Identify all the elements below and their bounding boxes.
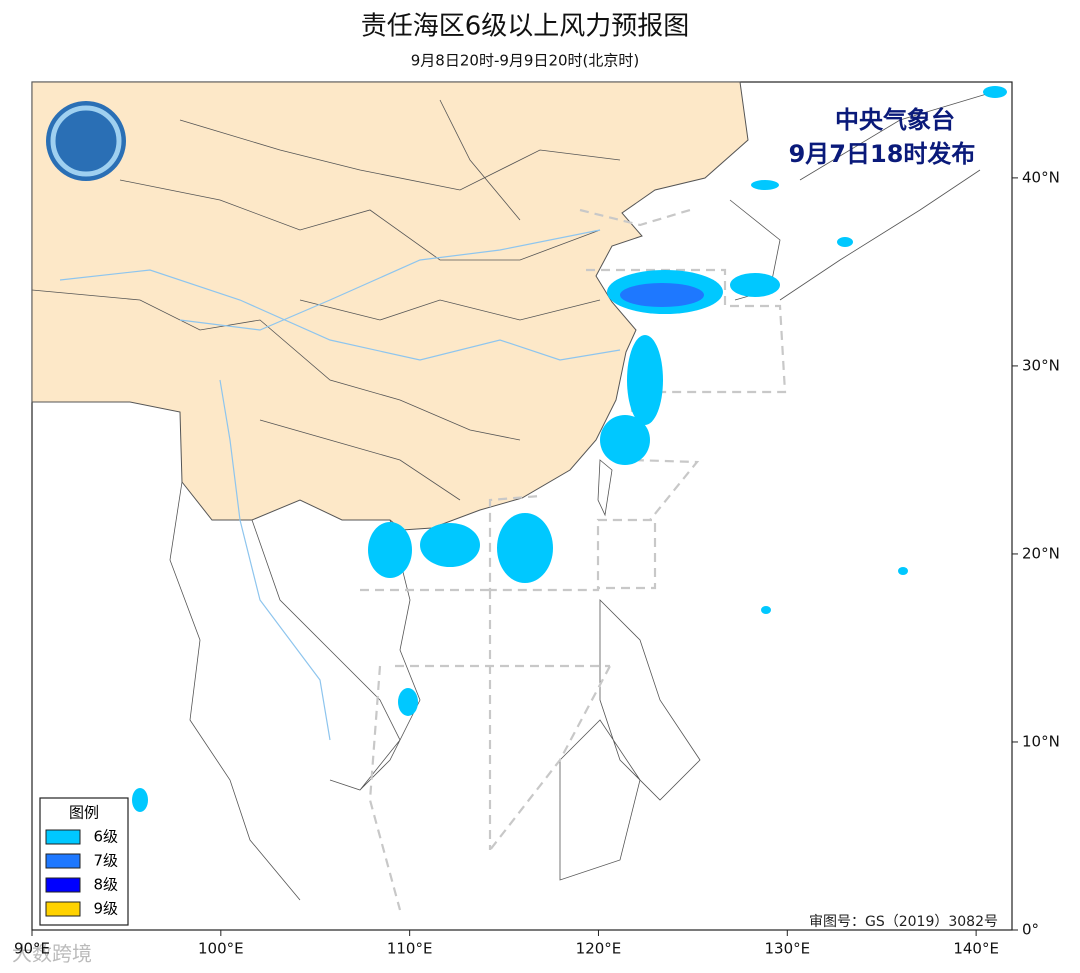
wind-area — [761, 606, 771, 614]
legend-label: 8级 — [93, 876, 118, 894]
x-tick-label: 130°E — [764, 940, 810, 958]
wind-area — [898, 567, 908, 575]
issue-time: 9月7日18时发布 — [789, 140, 976, 168]
wind-areas — [132, 86, 1007, 812]
legend-swatch — [45, 901, 81, 917]
x-tick-label: 110°E — [387, 940, 433, 958]
issuer: 中央气象台 — [835, 106, 955, 134]
wind-area — [398, 688, 418, 716]
y-tick-label: 0° — [1022, 921, 1039, 939]
x-tick-label: 140°E — [953, 940, 999, 958]
logo-ring — [50, 105, 122, 177]
x-tick-label: 120°E — [576, 940, 622, 958]
title: 责任海区6级以上风力预报图 — [361, 12, 690, 42]
province-borders — [31, 99, 621, 501]
y-tick-label: 40°N — [1022, 168, 1060, 186]
legend-swatch — [45, 877, 81, 893]
sea-areas — [360, 208, 787, 911]
legend-swatch — [45, 829, 81, 845]
x-tick-label: 100°E — [198, 940, 244, 958]
x-tick-label: 90°E — [14, 940, 50, 958]
wind-area — [751, 180, 779, 190]
wind-area — [837, 237, 853, 247]
wind-area — [132, 788, 148, 812]
y-tick-label: 30°N — [1022, 356, 1060, 374]
y-tick-label: 20°N — [1022, 544, 1060, 562]
legend-swatch — [45, 853, 81, 869]
wind-area — [620, 283, 704, 307]
map-body: 中央气象台 9月7日18时发布 图例 6级 7级 8级 9级 审图号：GS（2019）… — [31, 81, 1013, 931]
wind-area — [600, 415, 650, 465]
y-tick-label: 10°N — [1022, 732, 1060, 750]
wind-area — [983, 86, 1007, 98]
rivers — [59, 229, 621, 741]
wind-area — [497, 513, 553, 583]
country-borders — [169, 89, 1001, 901]
wind-area — [368, 522, 412, 578]
legend-label: 6级 — [93, 828, 118, 846]
logo-disc — [46, 101, 126, 181]
subtitle: 9月8日20时-9月9日20时(北京时) — [411, 52, 639, 70]
review-number: 审图号：GS（2019）3082号 — [809, 914, 998, 930]
logo — [46, 101, 126, 181]
china-land — [31, 81, 749, 531]
legend-title: 图例 — [69, 804, 99, 822]
wind-area — [420, 523, 480, 567]
legend-label: 9级 — [93, 900, 118, 918]
watermark: 大数跨境 — [12, 942, 92, 966]
legend-label: 7级 — [93, 852, 118, 870]
wind-area — [627, 335, 663, 425]
legend-items: 6级 7级 8级 9级 — [45, 828, 118, 918]
wind-area — [730, 273, 780, 297]
